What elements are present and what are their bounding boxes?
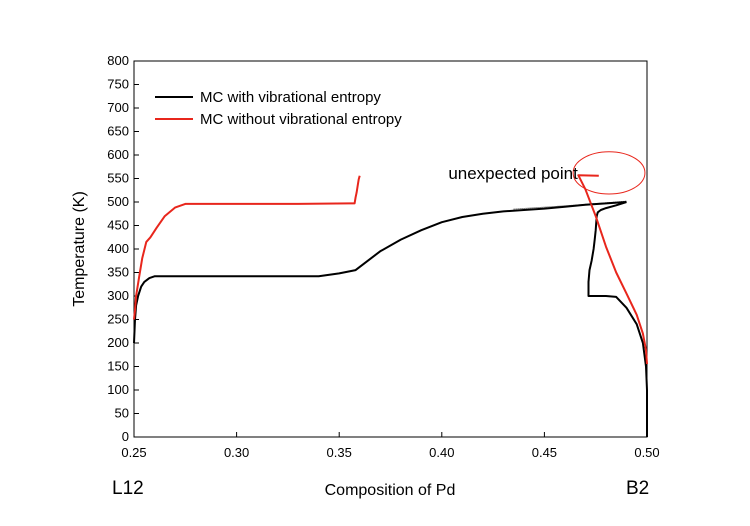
- annotation-layer: unexpected point: [448, 151, 646, 195]
- y-axis-title: Temperature (K): [71, 191, 88, 307]
- y-tick-label: 200: [107, 335, 129, 350]
- x-tick-label: 0.45: [532, 445, 557, 460]
- x-tick-label: 0.40: [429, 445, 454, 460]
- series-line-1: [587, 201, 648, 437]
- series-connector-dotted: [513, 200, 627, 210]
- corner-label-b2: B2: [626, 478, 649, 499]
- x-tick-label: 0.35: [327, 445, 352, 460]
- y-tick-label: 750: [107, 77, 129, 92]
- y-tick-label: 0: [122, 429, 129, 444]
- series-line-2: [133, 175, 361, 320]
- y-tick-label: 550: [107, 171, 129, 186]
- x-tick-label: 0.25: [121, 445, 146, 460]
- legend: MC with vibrational entropy MC without v…: [155, 89, 402, 128]
- corner-label-l12: L12: [112, 478, 144, 499]
- y-tick-label: 400: [107, 241, 129, 256]
- legend-label-without-vibrational-entropy: MC without vibrational entropy: [200, 111, 402, 128]
- y-tick-label: 650: [107, 124, 129, 139]
- series-line-0: [133, 201, 627, 344]
- axes: 0 50 100 150 200 250 300 350 400 450 500 550 600 650 7…: [107, 53, 659, 460]
- x-tick-label: 0.30: [224, 445, 249, 460]
- series-line-3: [577, 174, 648, 365]
- y-tick-label: 300: [107, 288, 129, 303]
- y-tick-label: 250: [107, 312, 129, 327]
- legend-label-with-vibrational-entropy: MC with vibrational entropy: [200, 89, 381, 106]
- y-tick-label: 100: [107, 382, 129, 397]
- y-tick-label: 350: [107, 265, 129, 280]
- y-tick-label: 700: [107, 100, 129, 115]
- y-tick-label: 450: [107, 218, 129, 233]
- highlight-ellipse: [572, 151, 646, 195]
- x-axis-title: Composition of Pd: [325, 482, 456, 499]
- y-tick-label: 50: [115, 406, 129, 421]
- y-tick-label: 150: [107, 359, 129, 374]
- x-tick-label: 0.50: [634, 445, 659, 460]
- annotation-text: unexpected point: [448, 164, 578, 183]
- series-layer: [133, 174, 648, 437]
- y-tick-label: 500: [107, 194, 129, 209]
- y-tick-label: 600: [107, 147, 129, 162]
- y-tick-label: 800: [107, 53, 129, 68]
